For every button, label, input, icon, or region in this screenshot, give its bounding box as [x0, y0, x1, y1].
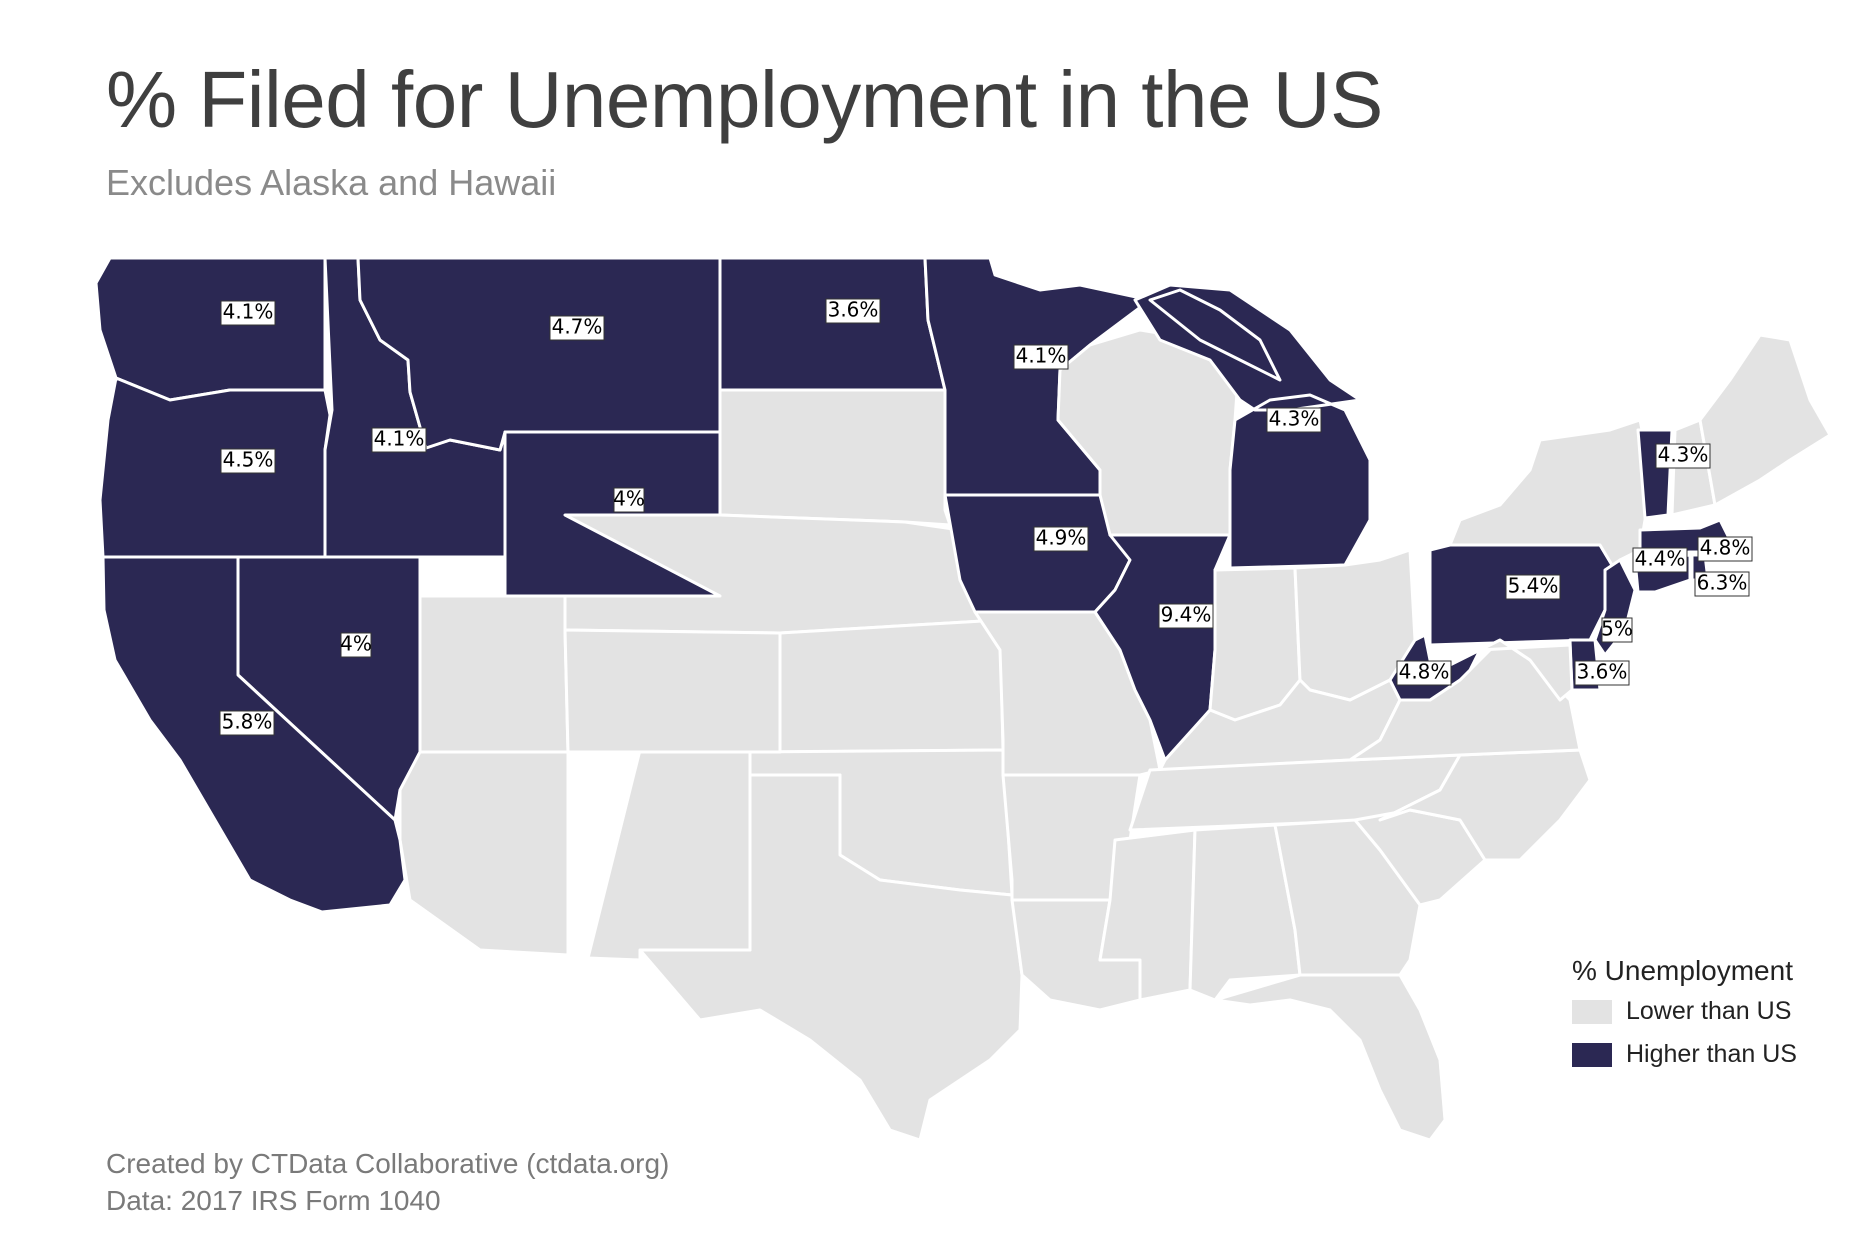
value-label-ct: 4.4%: [1632, 547, 1688, 573]
svg-text:5.4%: 5.4%: [1508, 574, 1559, 598]
state-fl: [1213, 973, 1447, 1142]
svg-text:3.6%: 3.6%: [1577, 660, 1628, 684]
value-label-wa: 4.1%: [220, 300, 276, 326]
svg-text:4.1%: 4.1%: [374, 427, 425, 451]
value-label-or: 4.5%: [220, 448, 276, 474]
legend-label-lower: Lower than US: [1626, 997, 1792, 1025]
svg-text:6.3%: 6.3%: [1697, 571, 1748, 595]
svg-text:4.5%: 4.5%: [223, 448, 274, 472]
value-label-nv: 4%: [340, 632, 372, 658]
state-nm: [586, 748, 752, 962]
map-subtitle: Excludes Alaska and Hawaii: [106, 162, 557, 203]
state-co: [563, 628, 782, 754]
legend-swatch-higher: [1572, 1042, 1612, 1067]
value-label-mi: 4.3%: [1266, 407, 1322, 433]
svg-text:4.3%: 4.3%: [1658, 443, 1709, 467]
svg-text:5%: 5%: [1601, 617, 1633, 641]
legend-swatch-lower: [1572, 999, 1612, 1024]
state-or: [98, 376, 332, 559]
value-label-nj: 5%: [1601, 617, 1633, 643]
credits-creator: Created by CTData Collaborative (ctdata.…: [106, 1148, 670, 1179]
value-label-vt: 4.3%: [1655, 443, 1711, 469]
value-label-mn: 4.1%: [1013, 344, 1069, 370]
svg-text:4.3%: 4.3%: [1269, 407, 1320, 431]
value-label-wv: 4.8%: [1396, 660, 1452, 686]
state-ia: [943, 493, 1132, 614]
state-me: [1698, 333, 1832, 507]
svg-text:4.8%: 4.8%: [1700, 536, 1751, 560]
state-nc: [1378, 748, 1592, 862]
svg-text:4.8%: 4.8%: [1399, 660, 1450, 684]
value-label-ca: 5.8%: [219, 710, 275, 736]
value-label-ri: 6.3%: [1694, 571, 1750, 597]
value-label-de: 3.6%: [1574, 660, 1630, 686]
value-label-ma: 4.8%: [1697, 536, 1753, 562]
map-title: % Filed for Unemployment in the US: [106, 55, 1383, 144]
svg-text:4%: 4%: [340, 632, 372, 656]
credits: Created by CTData Collaborative (ctdata.…: [106, 1145, 669, 1219]
state-nd: [718, 256, 947, 392]
state-ut: [418, 594, 570, 754]
state-mi: [1133, 283, 1372, 570]
credits-source: Data: 2017 IRS Form 1040: [106, 1185, 441, 1216]
state-md: [1478, 638, 1574, 702]
state-wa: [94, 256, 327, 402]
svg-text:4.9%: 4.9%: [1036, 526, 1087, 550]
value-label-mt: 4.7%: [549, 315, 605, 341]
svg-text:4%: 4%: [613, 487, 645, 511]
value-label-il: 9.4%: [1158, 603, 1214, 629]
svg-text:5.8%: 5.8%: [222, 710, 273, 734]
value-label-nd: 3.6%: [825, 298, 881, 324]
state-sd: [718, 388, 952, 527]
svg-text:4.1%: 4.1%: [223, 300, 274, 324]
legend-label-higher: Higher than US: [1626, 1040, 1797, 1068]
value-label-ia: 4.9%: [1033, 526, 1089, 552]
legend-title: % Unemployment: [1572, 955, 1793, 986]
svg-text:4.7%: 4.7%: [552, 315, 603, 339]
value-label-wy: 4%: [613, 487, 645, 513]
legend-item-higher: Higher than US: [1572, 1040, 1797, 1069]
value-label-id: 4.1%: [371, 427, 427, 453]
legend-item-lower: Lower than US: [1572, 997, 1797, 1026]
state-az: [398, 750, 570, 957]
state-tx: [638, 773, 1024, 1142]
value-label-pa: 5.4%: [1505, 574, 1561, 600]
svg-text:9.4%: 9.4%: [1161, 603, 1212, 627]
svg-text:4.1%: 4.1%: [1016, 344, 1067, 368]
svg-text:4.4%: 4.4%: [1635, 547, 1686, 571]
state-ks: [778, 618, 1005, 754]
legend: % Unemployment Lower than US Higher than…: [1572, 955, 1797, 1083]
svg-text:3.6%: 3.6%: [828, 298, 879, 322]
